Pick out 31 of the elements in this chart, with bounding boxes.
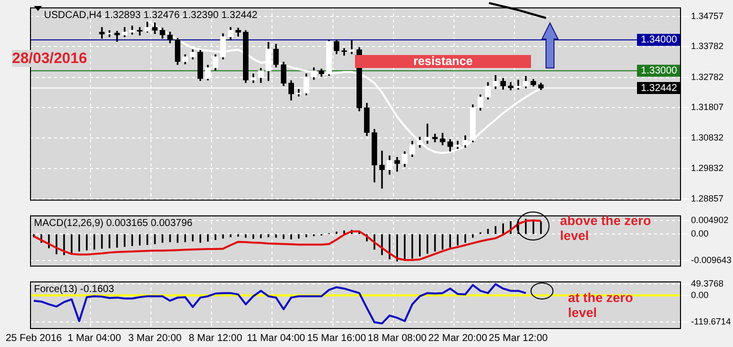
y-tick-label: -119.6714	[691, 316, 731, 327]
x-tick-label: 22 Mar 20:00	[428, 332, 488, 344]
label-box: resistance	[355, 55, 531, 68]
x-tick-label: 1 Mar 04:00	[68, 332, 122, 344]
y-tick-label: 1.31807	[691, 102, 724, 112]
x-tick-label: 11 Mar 04:00	[246, 332, 306, 344]
annotation: above the zero level	[560, 213, 652, 244]
y-tick-label: -0.009643	[691, 255, 732, 266]
y-tick-label: 0.00	[691, 290, 709, 300]
y-tick-label: 1.32782	[691, 72, 724, 82]
y-tick-label: 1.34757	[691, 10, 724, 21]
y-tick-label: 1.30832	[691, 132, 724, 142]
ref-line-label: 1.32442	[640, 82, 678, 94]
chart-title: USDCAD,H4 1.32893 1.32476 1.32390 1.32442	[44, 10, 258, 22]
y-tick-label: 0.00	[691, 228, 709, 239]
x-tick-label: 25 Feb 2016	[6, 332, 62, 344]
annotation: 28/03/2016	[12, 50, 88, 68]
x-tick-label: 25 Mar 12:00	[488, 332, 548, 344]
chart-title: MACD(12,26,9) 0.003165 0.003796	[34, 218, 193, 230]
y-tick-label: 1.29832	[691, 163, 724, 174]
y-tick-label: 1.28857	[691, 193, 724, 204]
x-tick-label: 8 Mar 12:00	[188, 332, 243, 344]
x-tick-label: 18 Mar 08:00	[368, 332, 428, 344]
y-tick-label: 1.33782	[691, 41, 724, 52]
x-tick-label: 15 Mar 16:00	[307, 332, 366, 344]
ref-line-label: 1.34000	[640, 34, 678, 46]
y-tick-label: 49.3768	[691, 278, 724, 289]
y-tick-label: 0.004902	[691, 215, 729, 226]
ref-line-label: 1.33000	[640, 66, 678, 77]
chart-title: Force(13) -0.1603	[34, 284, 114, 296]
x-tick-label: 3 Mar 20:00	[128, 332, 182, 344]
